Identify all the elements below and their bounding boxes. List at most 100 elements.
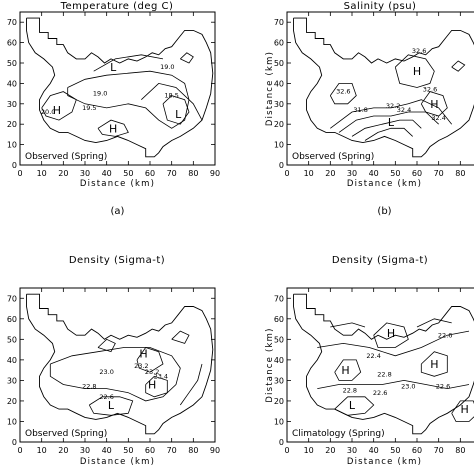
high-marker: H (148, 379, 156, 392)
low-marker: L (175, 108, 182, 121)
contour-label: 22.8 (343, 387, 357, 395)
contour-line (317, 330, 470, 357)
high-marker: H (387, 327, 395, 340)
dataset-label: Observed (Spring) (25, 429, 107, 439)
coastline (26, 293, 214, 435)
contour-label: 32.6 (423, 86, 437, 94)
high-marker: H (461, 403, 469, 416)
contour-label: 19.0 (93, 90, 107, 98)
contour-label: 32.4 (397, 106, 411, 114)
x-tick-label: 10 (37, 169, 47, 178)
x-tick-label: 70 (167, 446, 177, 455)
contour-label: 32.4 (431, 114, 445, 122)
contour-label: 19.0 (160, 63, 174, 71)
contour-line (364, 127, 413, 141)
y-tick-label: 70 (274, 18, 284, 27)
x-tick-label: 80 (455, 446, 465, 455)
contour-line (49, 347, 181, 402)
contour-label: 23.0 (99, 368, 113, 376)
x-tick-label: 30 (347, 169, 357, 178)
chart-panel-c: Density (Sigma-t) 0 10 20 30 40 50 60 70 80 90 0 10 2… (7, 255, 220, 467)
contour-line (420, 351, 448, 377)
contour-label: 31.8 (353, 106, 367, 114)
contour-line (351, 119, 422, 137)
x-tick-label: 60 (145, 446, 155, 455)
chart-panel-d: Density (Sigma-t) 0 10 20 30 40 50 60 70 80 0 10 20 3… (265, 255, 474, 467)
contour-line (136, 347, 164, 373)
x-tick-label: 40 (369, 446, 379, 455)
contour-line (334, 359, 362, 381)
contour-label: 23.2 (145, 368, 159, 376)
y-tick-label: 40 (7, 356, 17, 365)
contour-label: 32.6 (412, 47, 426, 55)
y-tick-label: 0 (279, 161, 284, 170)
x-tick-label: 40 (102, 446, 112, 455)
contour-line (338, 111, 439, 133)
x-tick-label: 0 (17, 169, 22, 178)
contour-label: 32.2 (386, 102, 400, 110)
plot-frame (286, 287, 474, 443)
x-tick-label: 50 (390, 446, 400, 455)
contour-label: 22.4 (366, 352, 380, 360)
dataset-label: Observed (Spring) (25, 152, 107, 162)
x-tick-label: 80 (188, 169, 198, 178)
contour-line (97, 119, 129, 137)
x-tick-label: 80 (188, 446, 198, 455)
chart-panel-a: Temperature (deg C) 0 10 20 30 40 50 60 70 80 90 0 1… (7, 1, 220, 217)
low-marker: L (110, 61, 117, 74)
x-axis-label: Distance (km) (80, 457, 155, 467)
contour-line (330, 322, 366, 328)
contour-line (317, 379, 470, 390)
plot-frame (286, 11, 474, 166)
x-tick-label: 30 (80, 169, 90, 178)
x-tick-label: 50 (390, 169, 400, 178)
y-tick-label: 60 (274, 315, 284, 324)
contour-label: 22.8 (82, 383, 96, 391)
low-marker: L (349, 399, 356, 412)
y-tick-label: 20 (7, 120, 17, 129)
coastline (26, 17, 214, 158)
chart-title: Salinity (psu) (344, 1, 417, 12)
x-tick-label: 70 (434, 169, 444, 178)
contour-line (416, 318, 452, 328)
x-tick-label: 80 (455, 169, 465, 178)
contour-label: 22.6 (438, 331, 452, 339)
contour-line (334, 396, 375, 416)
y-tick-label: 10 (274, 141, 284, 150)
y-tick-label: 0 (279, 438, 284, 447)
contour-line (97, 338, 116, 353)
x-tick-label: 70 (434, 446, 444, 455)
contour-line (451, 60, 466, 72)
x-tick-label: 20 (58, 169, 68, 178)
dataset-label: Climatology (Spring) (292, 429, 385, 439)
y-tick-label: 30 (274, 100, 284, 109)
y-axis-label: Distance (km) (265, 51, 275, 126)
x-tick-label: 60 (412, 169, 422, 178)
contour-label: 19.5 (82, 104, 96, 112)
y-tick-label: 40 (274, 356, 284, 365)
x-tick-label: 70 (167, 169, 177, 178)
y-tick-label: 20 (274, 397, 284, 406)
x-tick-label: 10 (37, 446, 47, 455)
contour-line (162, 95, 190, 125)
chart-title: Temperature (deg C) (60, 1, 174, 12)
y-tick-label: 70 (7, 18, 17, 27)
contour-label: 23.0 (401, 383, 415, 391)
x-tick-label: 50 (123, 446, 133, 455)
contour-label: 22.6 (99, 393, 113, 401)
low-marker: L (388, 116, 395, 129)
chart-panel-b: Salinity (psu) 0 10 20 30 40 50 60 70 80 0 10 20 30 40… (265, 1, 474, 217)
contour-line (330, 99, 453, 129)
plot-frame (19, 287, 216, 443)
y-tick-label: 70 (7, 294, 17, 303)
x-tick-label: 10 (304, 169, 314, 178)
high-marker: H (430, 98, 438, 111)
y-tick-label: 60 (7, 315, 17, 324)
x-tick-label: 0 (284, 446, 289, 455)
high-marker: H (139, 348, 147, 361)
contour-label: 18.5 (164, 92, 178, 100)
contour-line (67, 70, 190, 129)
contour-line (451, 400, 474, 422)
contour-line (145, 375, 168, 398)
